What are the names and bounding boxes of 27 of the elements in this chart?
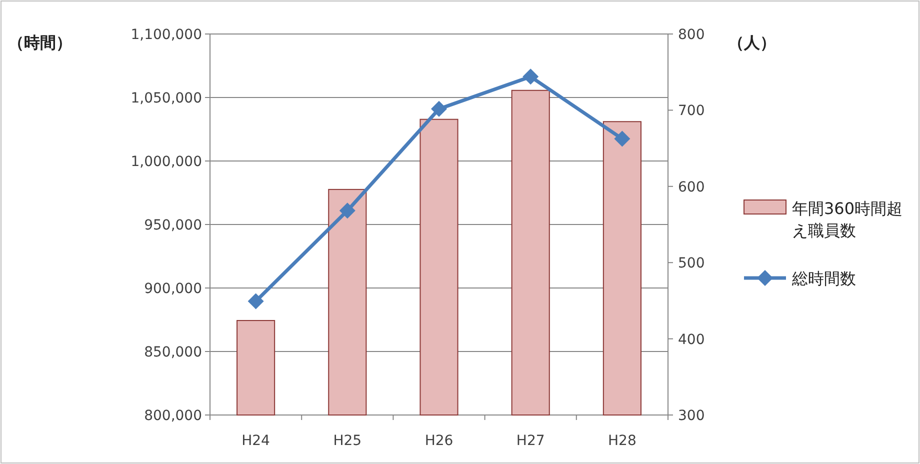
y-axis-title: （時間） (8, 33, 72, 52)
y2-tick-label: 300 (678, 408, 705, 424)
y-tick-label: 1,000,000 (130, 154, 202, 170)
x-tick-label: H27 (516, 433, 545, 449)
y2-tick-label: 500 (678, 256, 705, 272)
x-tick-label: H24 (242, 433, 270, 449)
y2-tick-label: 700 (678, 103, 705, 120)
y-tick-label: 900,000 (144, 281, 202, 297)
x-tick-label: H25 (333, 433, 362, 449)
y2-tick-label: 600 (678, 179, 705, 196)
point (522, 68, 539, 85)
y-tick-label: 850,000 (144, 344, 202, 360)
y-tick-label: 950,000 (144, 218, 202, 234)
y-tick-label: 1,050,000 (130, 90, 202, 106)
legend-label: 総時間数 (791, 269, 856, 288)
x-tick-label: H26 (424, 433, 454, 449)
point (339, 202, 356, 219)
y-tick-label: 1,100,000 (130, 27, 202, 43)
point (248, 293, 264, 310)
y2-tick-label: 400 (678, 332, 705, 348)
y2-tick-label: 800 (678, 27, 705, 43)
y-tick-label: 800,000 (144, 408, 202, 424)
point (431, 100, 447, 117)
point (614, 130, 630, 147)
y2-axis-title: （人） (728, 33, 776, 52)
legend-label: 年間360時間超え職員数 (792, 199, 903, 240)
x-tick-label: H28 (608, 433, 636, 449)
